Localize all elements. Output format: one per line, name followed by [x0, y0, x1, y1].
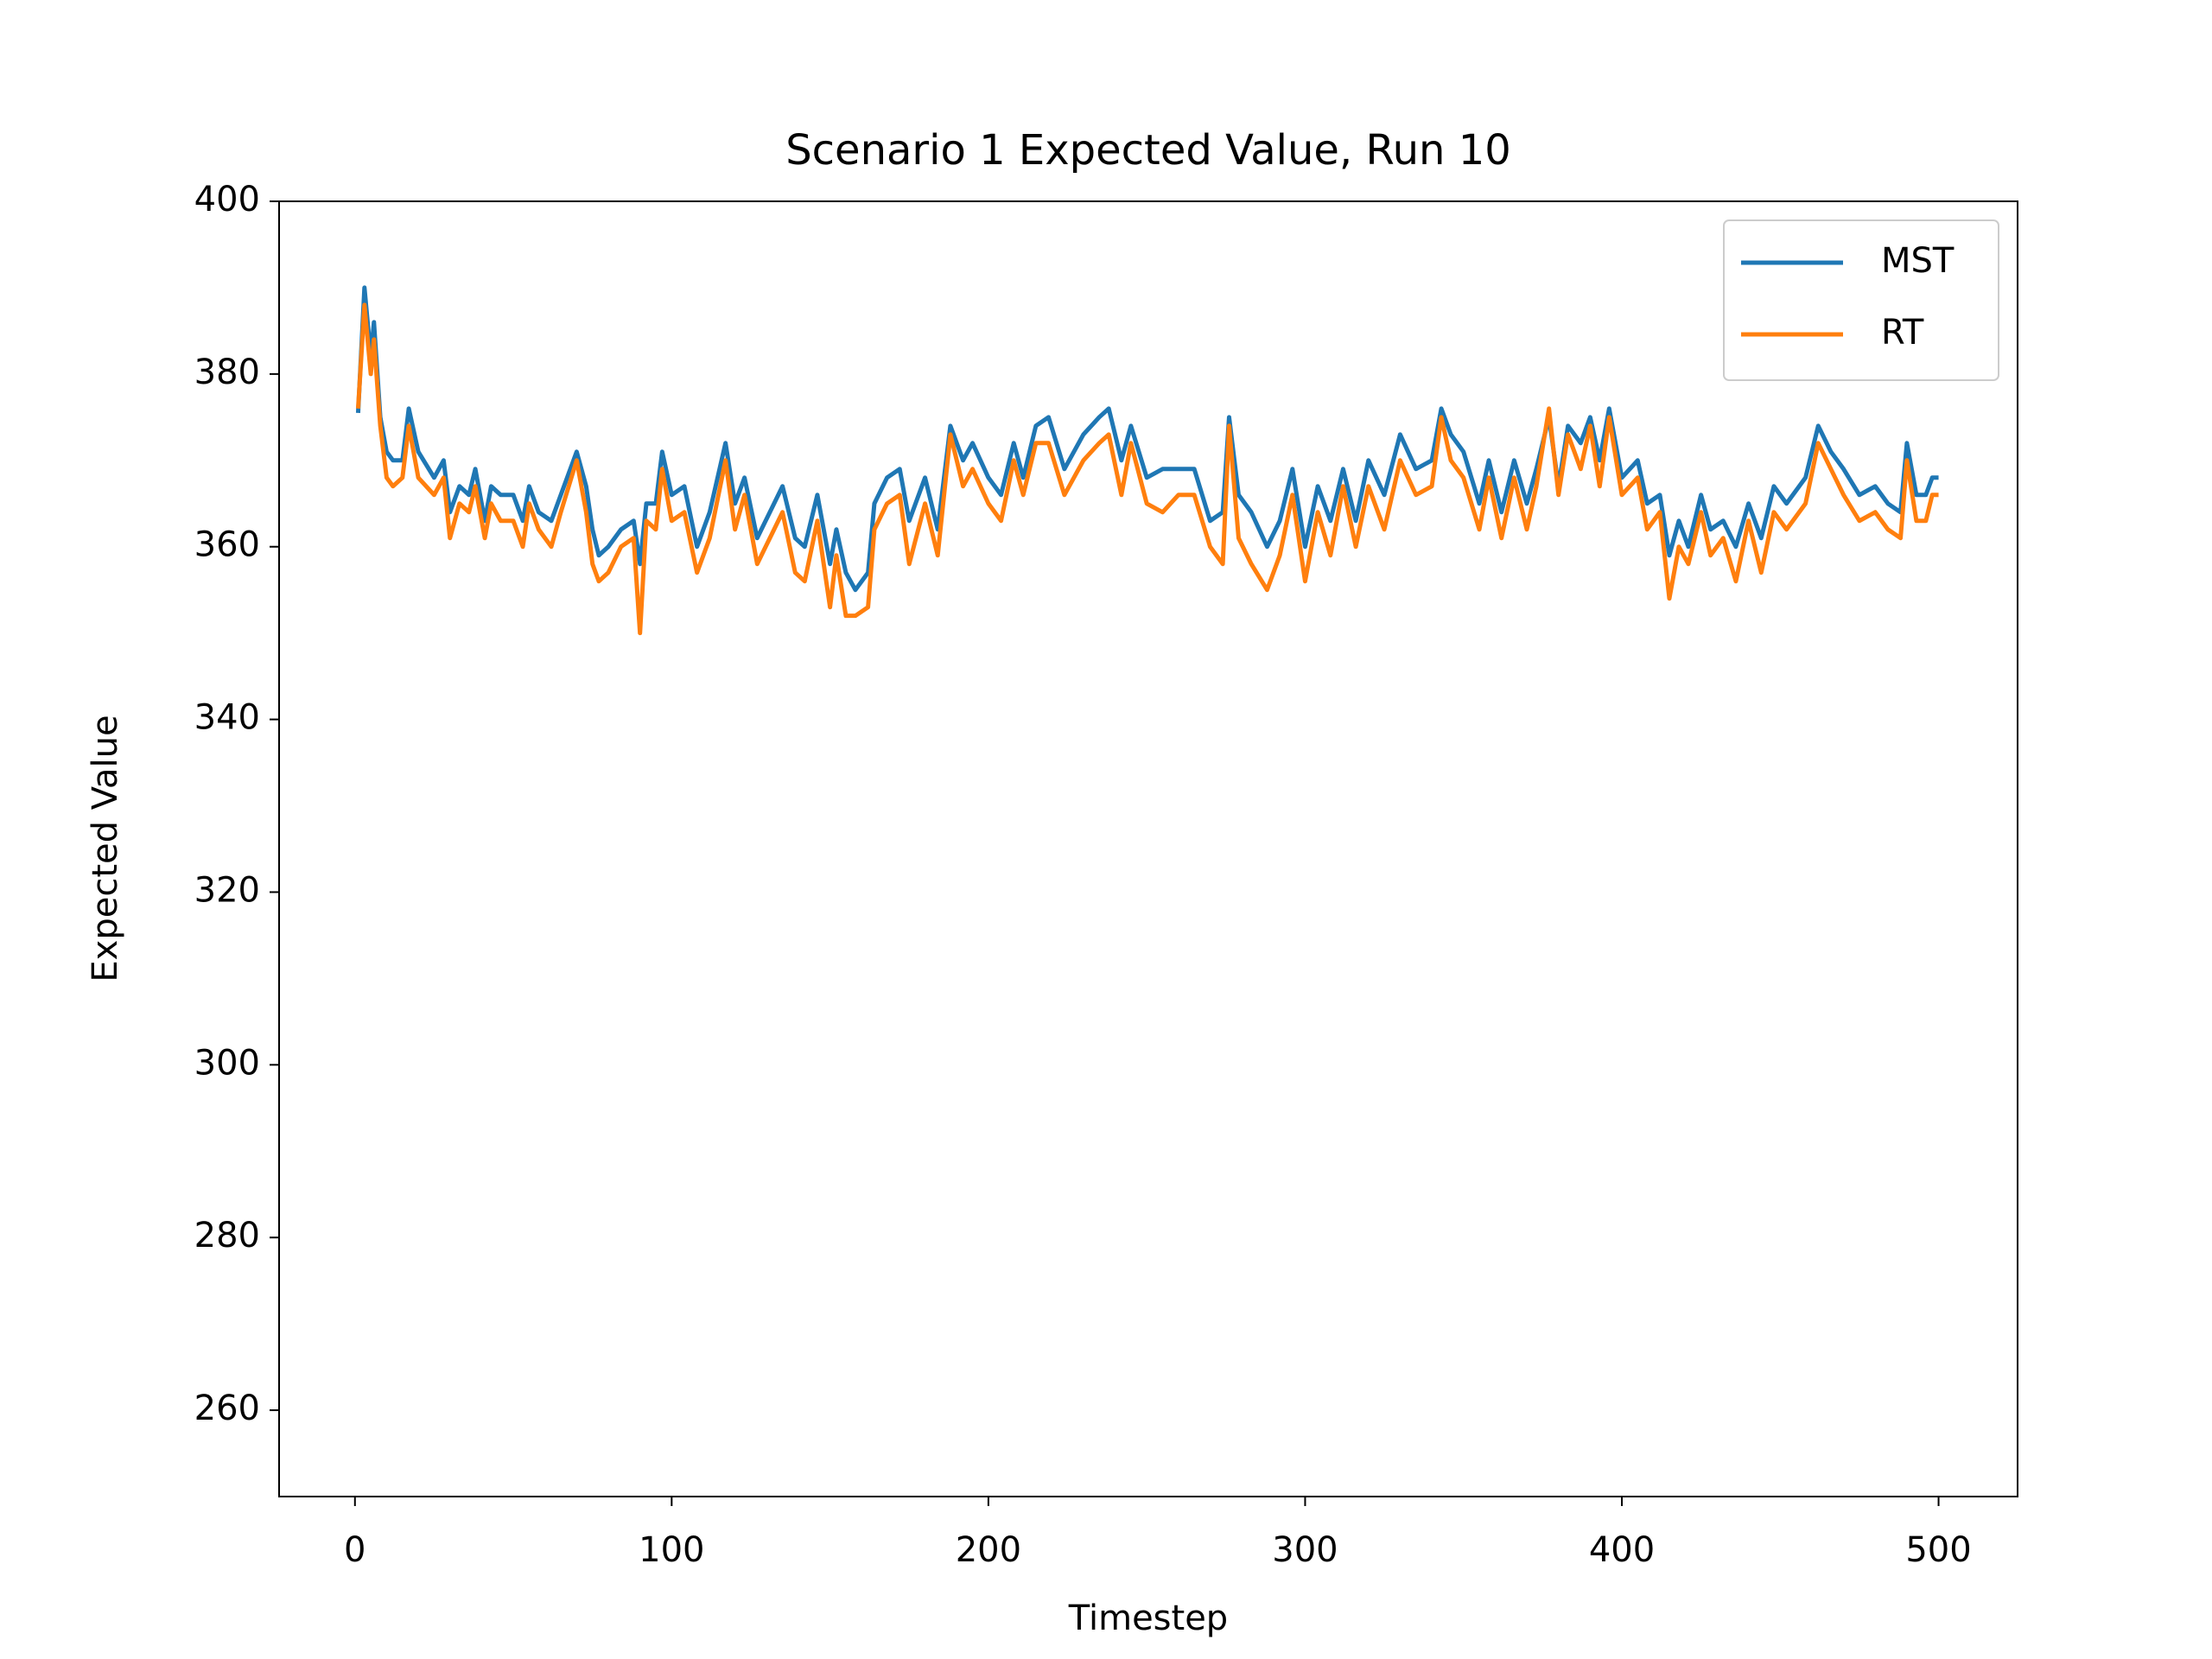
x-tick-label: 0	[344, 1530, 365, 1570]
series-line	[355, 302, 1939, 636]
y-tick-label: 280	[194, 1216, 260, 1255]
legend-box	[1723, 219, 1999, 381]
legend-label: MST	[1881, 241, 1955, 281]
y-tick-label: 260	[194, 1389, 260, 1428]
y-tick-label: 320	[194, 870, 260, 910]
chart-title: Scenario 1 Expected Value, Run 10	[785, 126, 1511, 175]
x-tick-label: 300	[1272, 1530, 1338, 1570]
y-tick-label: 400	[194, 180, 260, 219]
axes-frame	[278, 200, 2018, 1497]
x-axis-label: Timestep	[1068, 1599, 1228, 1638]
legend-label: RT	[1881, 313, 1924, 353]
x-tick-label: 200	[956, 1530, 1021, 1570]
x-tick-label: 100	[639, 1530, 704, 1570]
y-tick-label: 360	[194, 525, 260, 565]
series-line	[355, 285, 1939, 593]
y-tick-label: 340	[194, 698, 260, 738]
y-tick-label: 380	[194, 353, 260, 392]
y-axis-label: Expected Value	[86, 715, 125, 982]
x-tick-label: 400	[1589, 1530, 1655, 1570]
x-tick-label: 500	[1905, 1530, 1971, 1570]
y-tick-label: 300	[194, 1043, 260, 1083]
